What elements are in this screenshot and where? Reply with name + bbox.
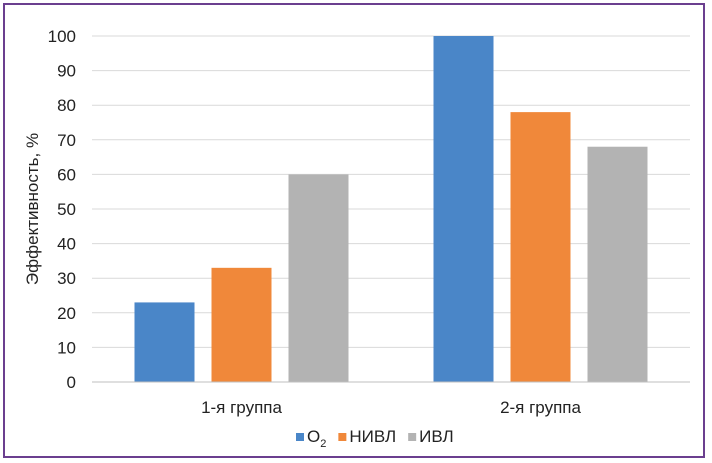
category-label: 1-я группа [201, 398, 282, 417]
y-tick-label: 40 [57, 235, 76, 254]
legend-label: ИВЛ [419, 427, 454, 446]
y-tick-label: 10 [57, 338, 76, 357]
y-tick-label: 80 [57, 96, 76, 115]
y-tick-label: 20 [57, 304, 76, 323]
legend-item: ИВЛ [408, 427, 454, 446]
legend-label: НИВЛ [349, 427, 396, 446]
y-tick-label: 50 [57, 200, 76, 219]
y-tick-label: 60 [57, 165, 76, 184]
legend: O2 НИВЛ ИВЛ [296, 427, 454, 450]
bar [288, 174, 349, 382]
y-tick-labels: 0 10 20 30 40 50 60 70 80 90 100 [48, 27, 76, 392]
bar [433, 36, 494, 382]
y-axis-title: Эффективность, % [23, 133, 42, 285]
legend-swatch [408, 433, 417, 441]
y-tick-label: 100 [48, 27, 76, 46]
category-labels: 1-я группа 2-я группа [201, 398, 581, 417]
bar [587, 146, 648, 382]
y-tick-label: 30 [57, 269, 76, 288]
bars [134, 36, 648, 383]
legend-swatch [296, 433, 304, 441]
legend-label: O2 [307, 427, 326, 450]
legend-item: O2 [296, 427, 326, 450]
bar [211, 267, 272, 382]
bar [134, 302, 195, 382]
y-tick-label: 70 [57, 131, 76, 150]
legend-swatch [338, 433, 347, 441]
y-tick-label: 0 [67, 373, 76, 392]
legend-item: НИВЛ [338, 427, 396, 446]
y-tick-label: 90 [57, 62, 76, 81]
category-label: 2-я группа [500, 398, 581, 417]
bar [510, 112, 571, 383]
